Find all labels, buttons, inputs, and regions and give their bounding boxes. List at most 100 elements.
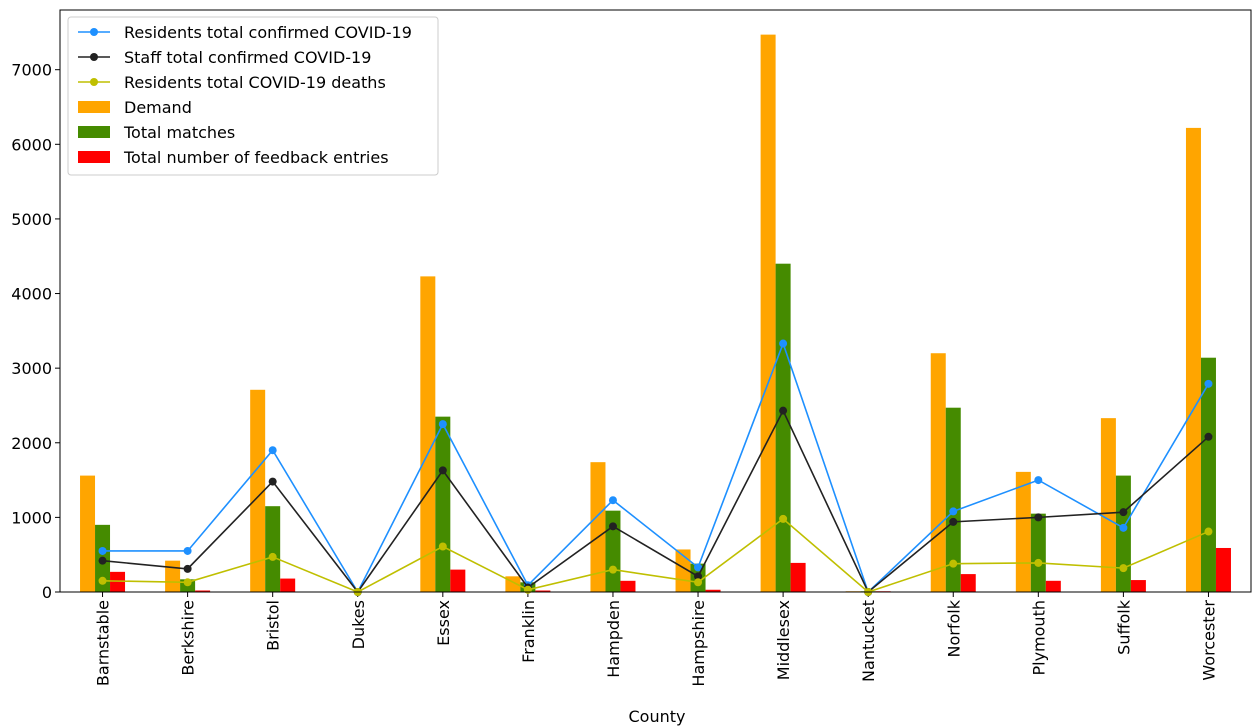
bars (80, 34, 1231, 593)
line-point (1119, 523, 1128, 532)
bar (705, 589, 721, 592)
x-tick-label: Bristol (264, 600, 283, 651)
bar (80, 475, 96, 592)
legend-label: Residents total COVID-19 deaths (124, 73, 386, 92)
bar (1130, 580, 1146, 592)
line-point (438, 420, 447, 429)
y-tick-label: 5000 (11, 210, 52, 229)
line-point (1119, 508, 1128, 517)
x-tick-label: Plymouth (1029, 600, 1048, 676)
line-point (268, 446, 277, 455)
bar (450, 569, 466, 592)
line-point (608, 522, 617, 531)
bar (605, 510, 621, 592)
y-axis: 0 1000 2000 3000 4000 5000 6000 7000 (11, 61, 60, 602)
line-point (608, 565, 617, 574)
line-point (779, 514, 788, 523)
x-tick-label: Dukes (349, 600, 368, 649)
line-point (779, 406, 788, 415)
line-point (1204, 432, 1213, 441)
legend-label: Staff total confirmed COVID-19 (124, 48, 371, 67)
legend-label: Residents total confirmed COVID-19 (124, 23, 412, 42)
bar (420, 276, 436, 592)
bar (280, 578, 296, 592)
line-point (1034, 476, 1043, 485)
y-tick-label: 2000 (11, 434, 52, 453)
legend-marker-swatch (90, 53, 98, 61)
legend-label: Total matches (123, 123, 235, 142)
x-axis-title: County (629, 707, 686, 726)
legend-label: Total number of feedback entries (123, 148, 389, 167)
line-point (438, 542, 447, 551)
line-point (183, 546, 192, 555)
bar (250, 389, 266, 592)
x-tick-label: Hampshire (689, 600, 708, 687)
line-point (268, 552, 277, 561)
legend-label: Demand (124, 98, 192, 117)
x-tick-label: Nantucket (859, 600, 878, 682)
x-tick-label: Barnstable (94, 600, 113, 686)
lines (98, 339, 1213, 596)
bar (945, 407, 961, 592)
y-tick-label: 1000 (11, 508, 52, 527)
bar (195, 590, 211, 592)
bar (1215, 547, 1231, 592)
bar (535, 590, 551, 592)
bar (960, 574, 976, 592)
line-point (268, 477, 277, 486)
bar (930, 353, 946, 592)
line-point (183, 578, 192, 587)
bar (1100, 418, 1116, 592)
x-tick-label: Middlesex (774, 600, 793, 680)
y-tick-label: 7000 (11, 61, 52, 80)
bar (1185, 127, 1201, 593)
line-point (1034, 513, 1043, 522)
line-point (779, 339, 788, 348)
line-point (438, 466, 447, 475)
bar (1030, 513, 1046, 592)
y-tick-label: 4000 (11, 285, 52, 304)
line-point (949, 517, 958, 526)
y-tick-label: 3000 (11, 359, 52, 378)
line-point (1204, 527, 1213, 536)
legend-bar-swatch (78, 151, 110, 163)
line-point (183, 564, 192, 573)
line-point (1204, 379, 1213, 388)
legend-bar-swatch (78, 126, 110, 138)
bar (620, 580, 636, 592)
bar (265, 506, 281, 592)
bar (435, 416, 451, 592)
line-point (949, 559, 958, 568)
legend-bar-swatch (78, 101, 110, 113)
x-tick-label: Berkshire (179, 600, 198, 676)
legend-marker-swatch (90, 28, 98, 36)
bar (110, 571, 126, 592)
line-point (694, 563, 703, 572)
legend-marker-swatch (90, 78, 98, 86)
line-point (98, 556, 107, 565)
plot-area-frame (59, 9, 1252, 593)
x-tick-label: Norfolk (944, 599, 963, 657)
line-point (98, 576, 107, 585)
bar (790, 562, 806, 592)
line-point (1119, 564, 1128, 573)
bar (760, 34, 776, 593)
bar (1045, 580, 1061, 592)
bar (165, 560, 181, 592)
series-line (102, 517, 1209, 593)
line-point (694, 572, 703, 581)
bar (590, 462, 606, 592)
legend: Residents total confirmed COVID-19 Staff … (67, 16, 439, 176)
y-tick-label: 0 (42, 583, 52, 602)
x-tick-label: Franklin (519, 600, 538, 663)
line-point (98, 546, 107, 555)
series-line (102, 408, 1209, 594)
x-tick-label: Worcester (1199, 600, 1218, 681)
line-point (608, 496, 617, 505)
x-axis: Barnstable Berkshire Bristol Dukes Essex Fran… (94, 592, 1218, 687)
line-point (1034, 558, 1043, 567)
line-point (949, 507, 958, 516)
line-point (523, 585, 532, 594)
y-tick-label: 6000 (11, 135, 52, 154)
